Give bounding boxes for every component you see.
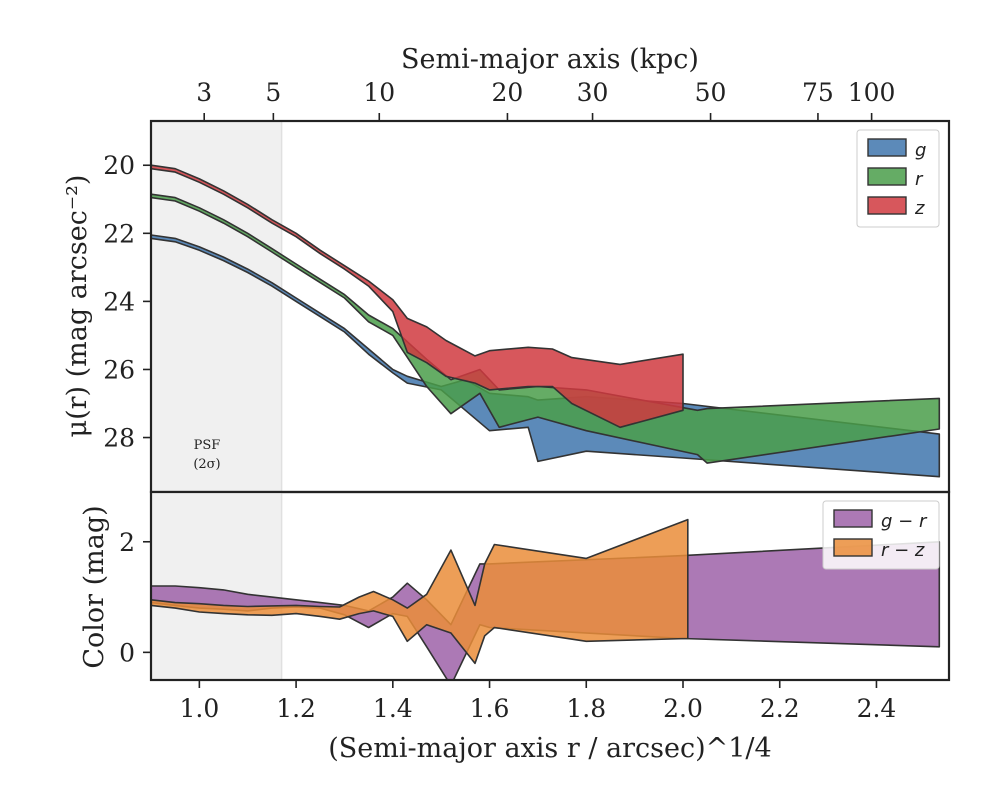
legend-swatch xyxy=(833,538,873,557)
top-x-tick-label: 50 xyxy=(695,78,727,107)
legend-label: g xyxy=(915,140,926,161)
y-tick-label: 22 xyxy=(103,219,135,248)
legend-label: z xyxy=(914,198,925,219)
legend-label: r − z xyxy=(881,540,925,561)
top-x-tick-label: 20 xyxy=(492,78,524,107)
x-tick-label: 1.2 xyxy=(276,694,316,723)
top-y-axis-label: μ(r) (mag arcsec⁻²) xyxy=(62,175,93,438)
x-tick-label: 1.0 xyxy=(179,694,219,723)
psf-region xyxy=(151,121,282,492)
band-r xyxy=(151,193,941,464)
top-x-tick-label: 5 xyxy=(265,78,281,107)
y-tick-label: 0 xyxy=(119,638,135,667)
x-tick-label: 2.2 xyxy=(760,694,800,723)
bottom-y-axis-label: Color (mag) xyxy=(79,505,110,668)
top-x-tick-label: 100 xyxy=(848,78,896,107)
x-axis-label: (Semi-major axis r / arcsec)^1/4 xyxy=(328,733,771,764)
x-tick-label: 2.0 xyxy=(663,694,703,723)
y-tick-label: 2 xyxy=(119,528,135,557)
band-r-minus-z xyxy=(151,518,689,665)
y-tick-label: 20 xyxy=(103,151,135,180)
legend-swatch xyxy=(867,196,907,215)
legend-swatch xyxy=(833,509,873,528)
x-tick-label: 1.8 xyxy=(566,694,606,723)
x-tick-label: 2.4 xyxy=(857,694,897,723)
psf-sigma-label: (2σ) xyxy=(193,457,220,472)
top-x-tick-label: 30 xyxy=(577,78,609,107)
top-x-tick-label: 3 xyxy=(196,78,212,107)
band-z xyxy=(151,164,684,429)
top-x-tick-label: 75 xyxy=(802,78,834,107)
surface-brightness-panel: 20 22 24 26 28 PSF (2σ) grz xyxy=(103,119,951,494)
top-kpc-axis: 3 5 10 20 30 50 75 100 xyxy=(196,78,895,121)
y-tick-label: 28 xyxy=(103,424,135,453)
x-tick-label: 1.4 xyxy=(373,694,413,723)
panel-frame xyxy=(149,490,951,682)
legend-label: r xyxy=(915,169,924,190)
legend-swatch xyxy=(867,167,907,186)
top-axis-label: Semi-major axis (kpc) xyxy=(401,44,699,75)
x-tick-label: 1.6 xyxy=(470,694,510,723)
y-tick-label: 26 xyxy=(103,355,135,384)
top-x-tick-label: 10 xyxy=(363,78,395,107)
color-panel: 0 2 1.0 1.2 1.4 1.6 1.8 2.0 2.2 2.4 g − r r − z xyxy=(119,490,951,723)
legend-label: g − r xyxy=(881,511,928,532)
y-tick-label: 24 xyxy=(103,287,135,316)
psf-label: PSF xyxy=(194,438,221,453)
legend-swatch xyxy=(867,138,907,157)
